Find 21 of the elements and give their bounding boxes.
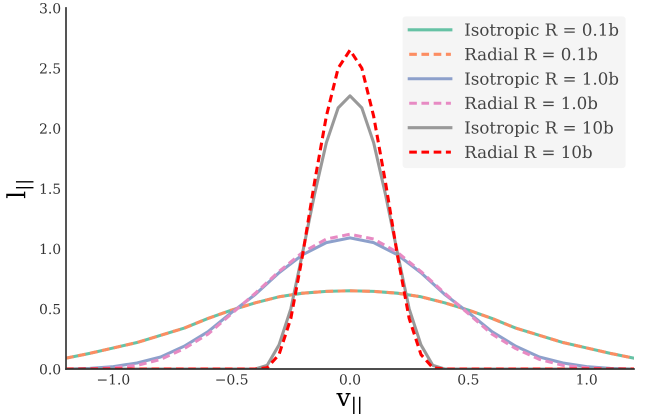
x-axis-title: v$_{||}$ <box>336 393 360 414</box>
y-tick-label: 2.0 <box>40 123 60 134</box>
legend-label: Isotropic R = 10b <box>465 120 613 137</box>
y-tick-label: 1.5 <box>40 183 60 194</box>
legend-label: Radial R = 1.0b <box>465 96 598 110</box>
legend-label: Radial R = 0.1b <box>465 47 598 60</box>
y-tick-label: 0.0 <box>40 364 60 374</box>
x-tick-label: −0.5 <box>216 374 248 385</box>
x-tick-label: 0.0 <box>340 374 360 385</box>
line-series <box>66 289 634 360</box>
legend-label: Isotropic R = 0.1b <box>465 23 618 40</box>
y-tick-label: 1.0 <box>40 244 60 254</box>
y-tick-label: 3.0 <box>40 2 60 14</box>
x-tick-label: −1.0 <box>98 374 130 385</box>
y-axis-title: l$_{||}$ <box>6 181 34 198</box>
y-tick-label: 2.5 <box>40 63 60 74</box>
x-tick-label: 1.0 <box>577 374 597 385</box>
y-tick-label: 0.5 <box>40 304 60 314</box>
x-tick-label: 0.5 <box>458 374 478 385</box>
legend-label: Radial R = 10b <box>465 145 592 158</box>
legend-label: Isotropic R = 1.0b <box>465 72 618 88</box>
